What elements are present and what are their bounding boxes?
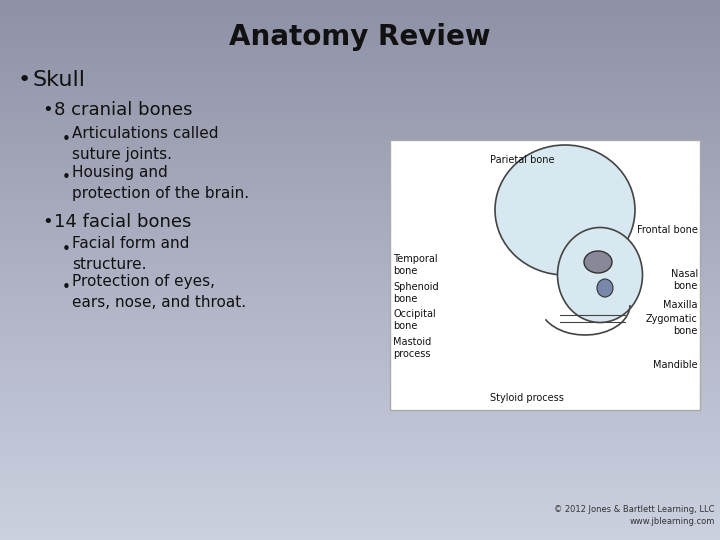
Text: •: • <box>62 171 71 186</box>
Text: Temporal
bone: Temporal bone <box>393 254 438 276</box>
Text: Zygomatic
bone: Zygomatic bone <box>646 314 698 336</box>
Ellipse shape <box>557 227 642 322</box>
Text: •: • <box>62 132 71 147</box>
Text: Styloid process: Styloid process <box>490 393 564 403</box>
Text: Articulations called
suture joints.: Articulations called suture joints. <box>72 126 218 162</box>
Text: Maxilla: Maxilla <box>664 300 698 310</box>
Text: Parietal bone: Parietal bone <box>490 155 554 165</box>
FancyBboxPatch shape <box>390 140 700 410</box>
Text: Nasal
bone: Nasal bone <box>671 269 698 291</box>
Text: Skull: Skull <box>32 70 85 90</box>
Text: •: • <box>62 280 71 295</box>
Text: 14 facial bones: 14 facial bones <box>54 213 192 231</box>
Text: Anatomy Review: Anatomy Review <box>229 23 491 51</box>
Text: © 2012 Jones & Bartlett Learning, LLC
www.jblearning.com: © 2012 Jones & Bartlett Learning, LLC ww… <box>554 505 715 526</box>
Ellipse shape <box>584 251 612 273</box>
Text: Protection of eyes,
ears, nose, and throat.: Protection of eyes, ears, nose, and thro… <box>72 274 246 310</box>
Text: •: • <box>62 242 71 258</box>
Text: Facial form and
structure.: Facial form and structure. <box>72 236 189 272</box>
Text: Frontal bone: Frontal bone <box>637 225 698 235</box>
Text: Sphenoid
bone: Sphenoid bone <box>393 282 438 304</box>
Text: •: • <box>42 101 53 119</box>
Text: Mandible: Mandible <box>653 360 698 370</box>
Ellipse shape <box>597 279 613 297</box>
Text: Mastoid
process: Mastoid process <box>393 337 431 359</box>
Text: •: • <box>42 213 53 231</box>
Text: Occipital
bone: Occipital bone <box>393 309 436 331</box>
Ellipse shape <box>495 145 635 275</box>
Text: •: • <box>18 70 31 90</box>
Text: Housing and
protection of the brain.: Housing and protection of the brain. <box>72 165 249 201</box>
Text: 8 cranial bones: 8 cranial bones <box>54 101 192 119</box>
